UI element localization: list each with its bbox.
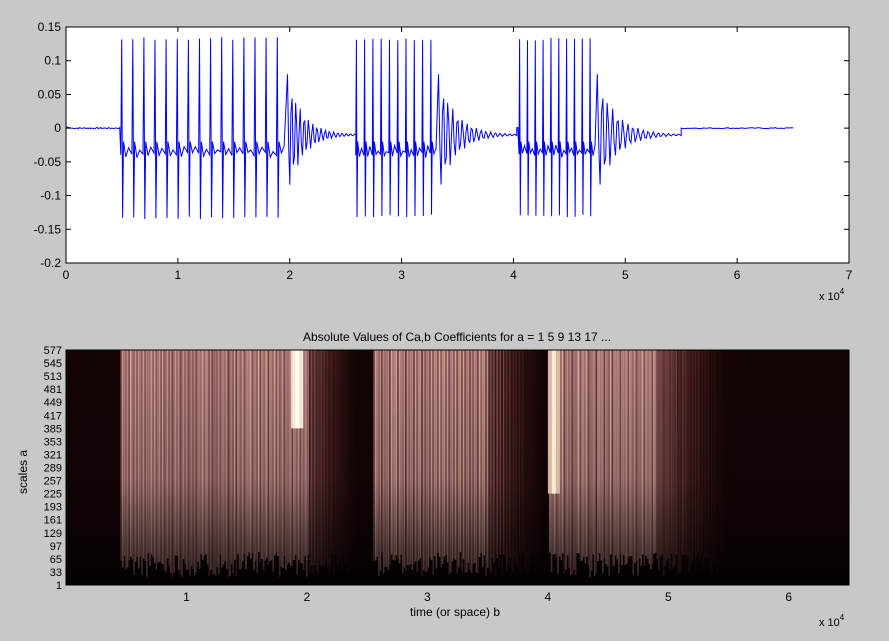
coefficient-y-tick-label: 193: [44, 502, 62, 514]
coefficient-x-exponent-label: x 104: [819, 613, 845, 629]
coefficient-y-tick-label: 353: [44, 436, 62, 448]
coefficient-y-tick-label: 33: [50, 567, 62, 579]
coefficient-y-tick-label: 289: [44, 463, 62, 475]
signal-x-exponent-base: x 10: [819, 291, 840, 303]
coefficient-xlabel: time (or space) b: [410, 605, 500, 619]
coefficient-y-tick-label: 97: [50, 541, 62, 553]
signal-x-exponent-label: x 104: [819, 287, 845, 303]
coefficient-x-tick-label: 2: [304, 590, 311, 604]
signal-x-tick-label: 0: [63, 268, 70, 282]
signal-y-tick-label: 0.15: [38, 20, 62, 34]
signal-x-tick-label: 2: [286, 268, 293, 282]
coefficient-x-exponent-power: 4: [840, 613, 845, 622]
coefficient-y-tick-label: 417: [44, 410, 62, 422]
coefficient-y-tick-label: 1: [56, 580, 62, 592]
signal-x-tick-label: 3: [398, 268, 405, 282]
signal-y-tick-label: 0: [54, 121, 61, 135]
signal-axes-background: [65, 26, 850, 264]
coefficient-y-tick-label: 161: [44, 515, 62, 527]
coefficient-x-exponent-base: x 10: [819, 617, 840, 629]
signal-y-tick-label: -0.1: [40, 189, 61, 203]
signal-y-tick-label: -0.15: [34, 222, 62, 236]
coefficient-y-tick-label: 577: [44, 345, 62, 357]
signal-y-tick-label: 0.1: [44, 54, 61, 68]
signal-plot: 0 1 2 3 4 5 6 7 0.15 0.1 0.05 0 -0.05 -0.1 -0.15 -0.2 x…: [34, 20, 853, 303]
heatmap-bright-core: [551, 350, 556, 494]
signal-ticks: 0 1 2 3 4 5 6 7 0.15 0.1 0.05 0 -0.05 -0.1 -0.15 -0.2: [34, 20, 853, 282]
coefficient-y-tick-label: 385: [44, 423, 62, 435]
coefficient-x-tick-label: 1: [183, 590, 190, 604]
signal-x-tick-label: 6: [734, 268, 741, 282]
signal-y-tick-label: 0.05: [38, 87, 62, 101]
coefficient-y-tick-label: 257: [44, 476, 62, 488]
heatmap-scale-fade: [66, 350, 849, 585]
coefficient-y-tick-label: 65: [50, 554, 62, 566]
coefficient-y-tick-label: 481: [44, 384, 62, 396]
coefficient-y-tick-label: 225: [44, 489, 62, 501]
coefficient-ylabel: scales a: [16, 450, 30, 494]
signal-x-tick-label: 1: [175, 268, 182, 282]
coefficient-plot: Absolute Values of Ca,b Coefficients for…: [16, 330, 850, 629]
coefficient-y-tick-label: 513: [44, 371, 62, 383]
coefficient-heatmap: [66, 350, 849, 585]
coefficient-title: Absolute Values of Ca,b Coefficients for…: [303, 330, 611, 344]
signal-y-tick-label: -0.05: [34, 155, 62, 169]
signal-y-tick-label: -0.2: [40, 256, 61, 270]
coefficient-x-tick-label: 5: [665, 590, 672, 604]
coefficient-y-tick-label: 545: [44, 358, 62, 370]
signal-x-exponent-power: 4: [840, 287, 845, 296]
signal-x-tick-label: 5: [622, 268, 629, 282]
signal-trace-group: [66, 37, 794, 220]
coefficient-x-tick-label: 4: [545, 590, 552, 604]
coefficient-y-tick-label: 129: [44, 528, 62, 540]
coefficient-x-tick-label: 6: [785, 590, 792, 604]
signal-x-tick-label: 4: [510, 268, 517, 282]
coefficient-x-tick-label: 3: [424, 590, 431, 604]
signal-x-tick-label: 7: [846, 268, 853, 282]
coefficient-y-tick-label: 449: [44, 397, 62, 409]
signal-series-line: [66, 37, 794, 220]
coefficient-y-tick-label: 321: [44, 449, 62, 461]
heatmap-bright-core: [295, 350, 300, 429]
